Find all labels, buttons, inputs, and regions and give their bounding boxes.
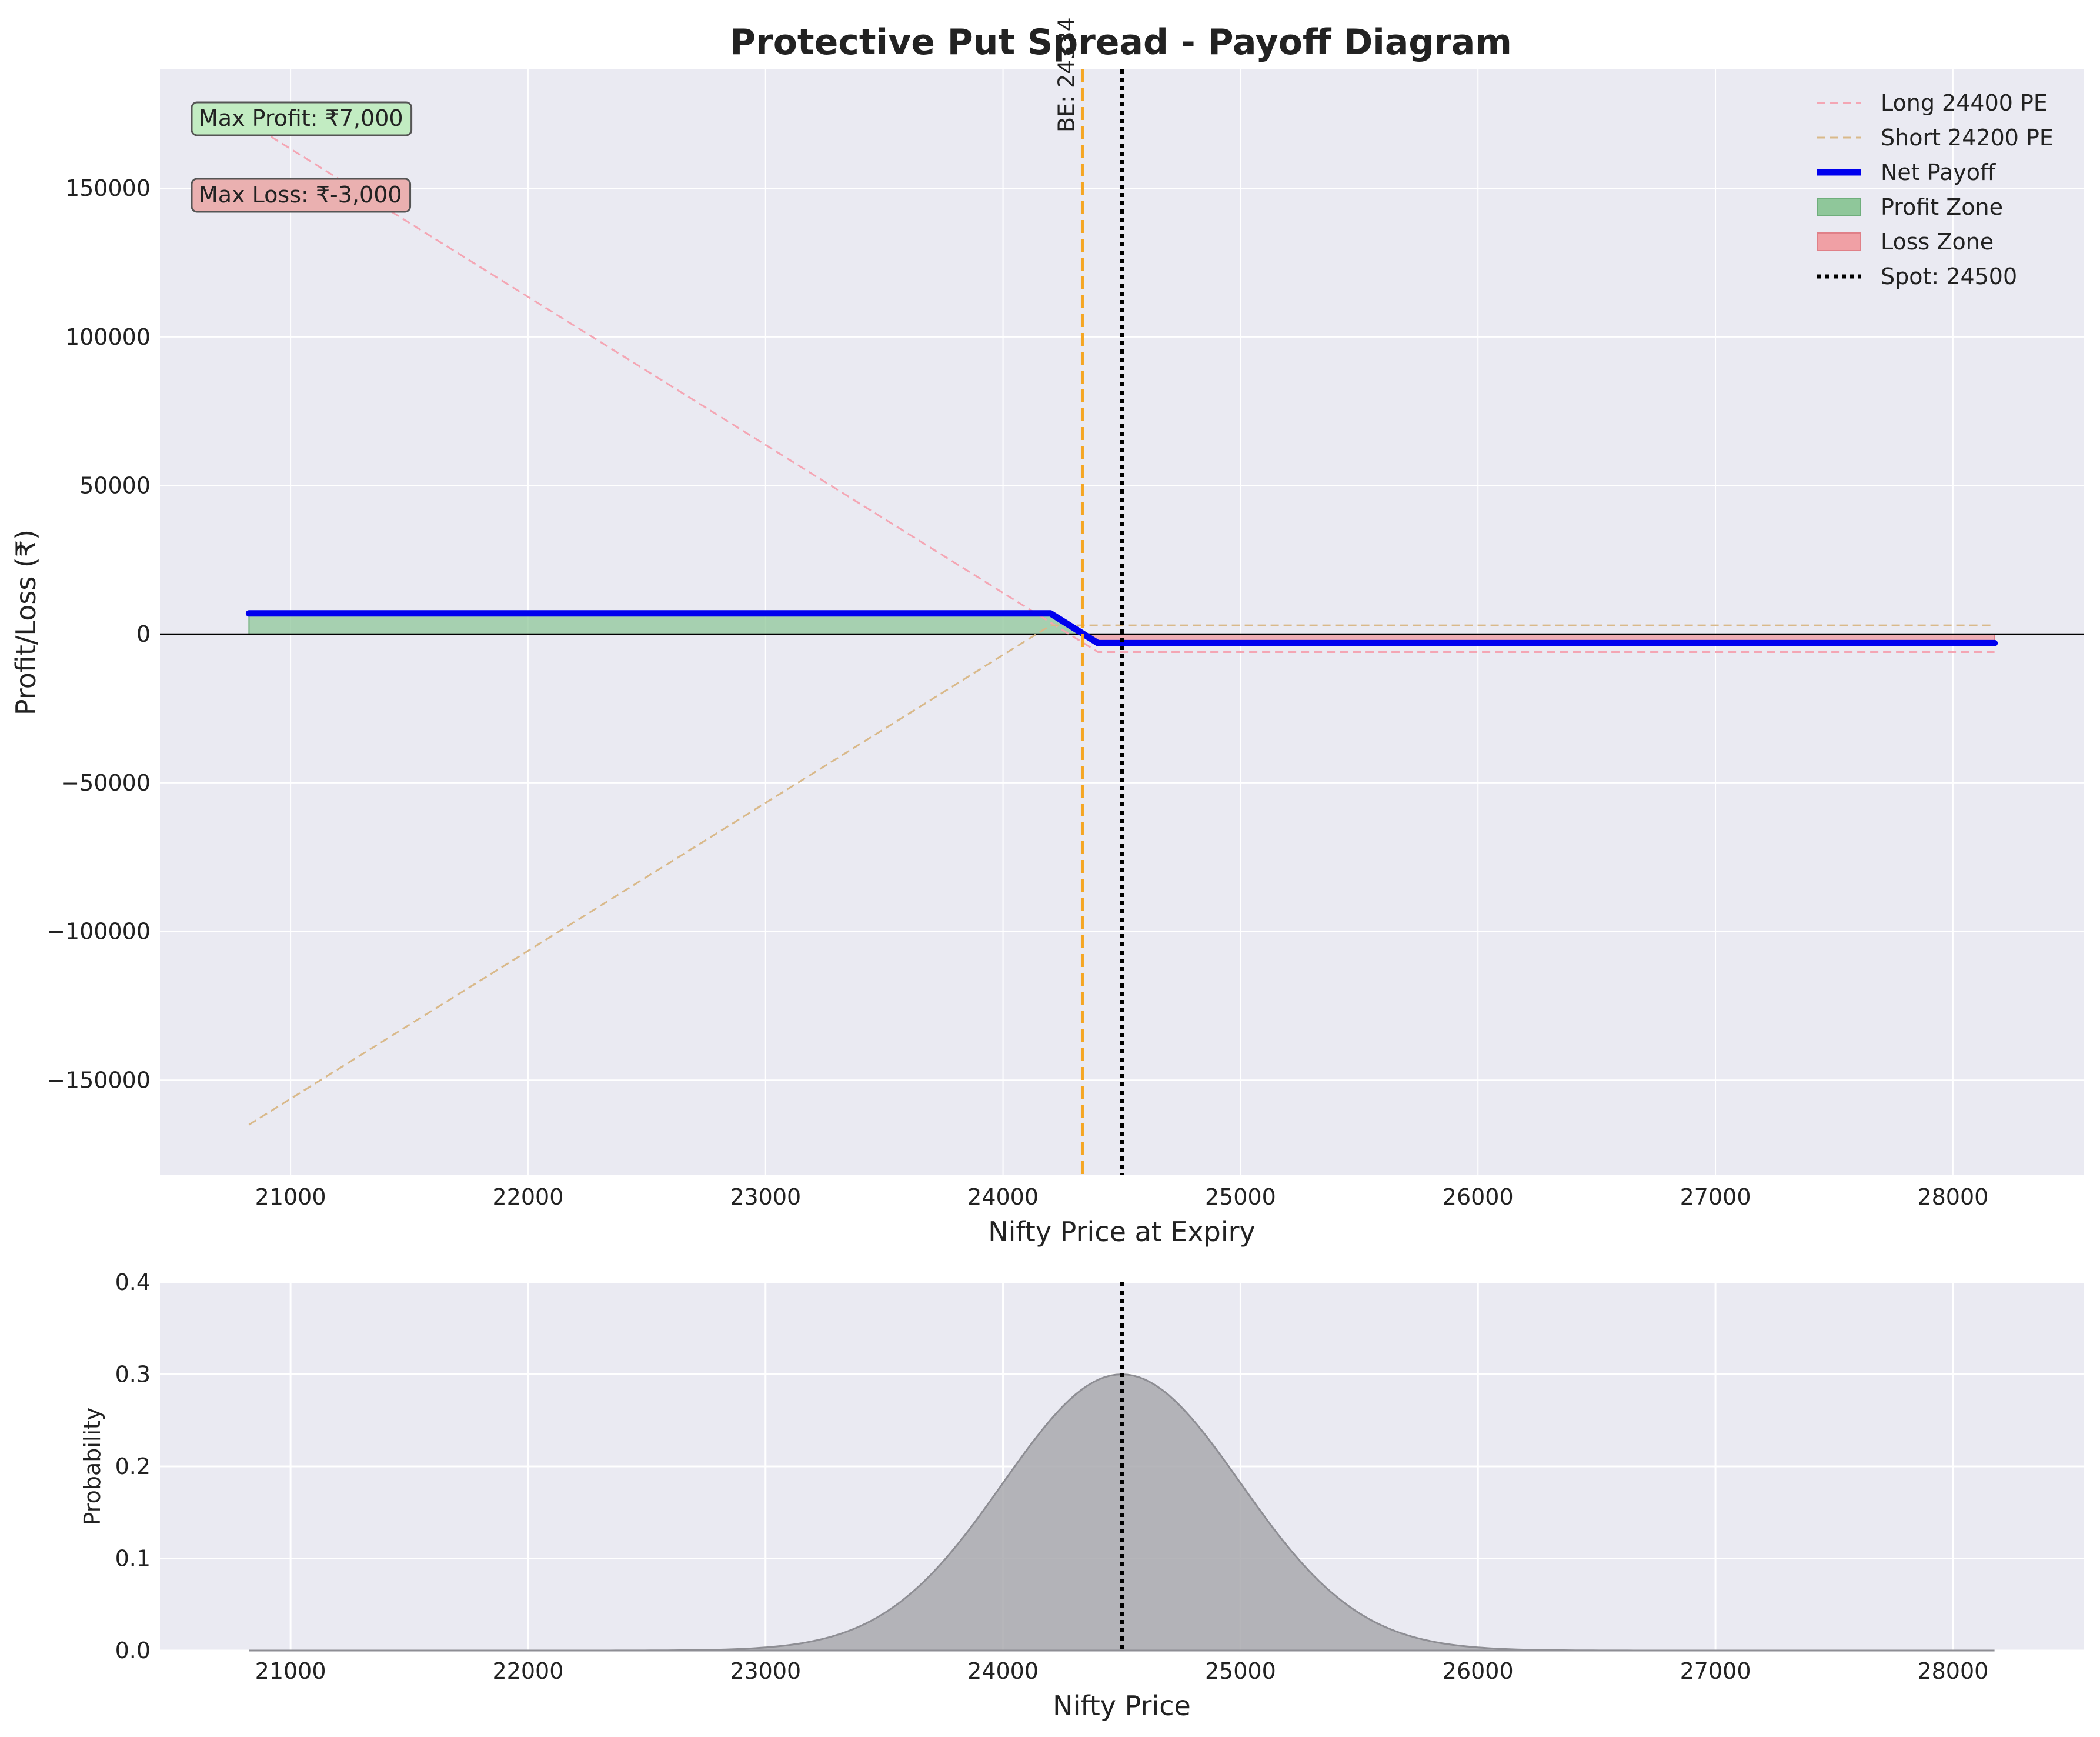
payoff-lines [160,69,2084,1175]
max-loss-text: Max Loss: ₹-3,000 [199,182,402,208]
y-tick-label: −150000 [46,1067,151,1093]
legend-label: Profit Zone [1881,194,2003,220]
x-tick-label: 21000 [255,1658,326,1684]
y-tick-label: 0.0 [115,1638,151,1663]
x-tick-label: 27000 [1680,1658,1751,1684]
y-tick-label: −50000 [61,770,151,796]
legend-label: Long 24400 PE [1881,90,2048,116]
max-profit-text: Max Profit: ₹7,000 [199,105,403,131]
y-tick-label: 100000 [65,324,151,350]
y-tick-label: 0.2 [115,1453,151,1479]
legend-label: Spot: 24500 [1881,264,2017,289]
x-tick-label: 28000 [1917,1658,1988,1684]
distribution-y-axis-label: Probability [79,1408,105,1526]
short-put-line [248,624,1995,1126]
x-tick-label: 23000 [730,1184,801,1210]
payoff-y-axis-label: Profit/Loss (₹) [10,529,42,715]
y-tick-label: 0.3 [115,1362,151,1388]
x-tick-label: 23000 [730,1658,801,1684]
x-tick-label: 28000 [1917,1184,1988,1210]
payoff-x-axis-label: Nifty Price at Expiry [988,1216,1256,1248]
x-tick-label: 25000 [1205,1658,1276,1684]
x-tick-label: 21000 [255,1184,326,1210]
x-tick-label: 26000 [1443,1658,1514,1684]
legend-label: Loss Zone [1881,229,1994,255]
chart-title: Protective Put Spread - Payoff Diagram [730,22,1512,63]
distribution-x-axis-label: Nifty Price [1053,1690,1191,1722]
max-profit-box [191,101,413,136]
y-tick-label: 0 [136,621,151,647]
legend-swatch [1817,232,1861,251]
breakeven-label: BE: 24334 [1053,17,1079,132]
max-loss-annotation: Max Loss: ₹-3,000 [191,178,412,213]
payoff-axes: 21000 22000 23000 24000 25000 26000 27000 28000… [10,17,2084,1248]
distribution-marks [249,1282,1995,1652]
x-tick-label: 26000 [1443,1184,1514,1210]
y-tick-label: 150000 [65,175,151,201]
x-tick-label: 22000 [492,1184,563,1210]
long-put-line [248,122,1995,653]
legend: Long 24400 PE Short 24200 PE Net Payoff Pro… [1817,90,2054,289]
distribution-axes: 21000 22000 23000 24000 25000 26000 27000 28000… [79,1269,2084,1722]
probability-distribution [249,1373,1995,1652]
distribution-tick-labels: 21000 22000 23000 24000 25000 26000 27000 28000… [115,1269,1989,1684]
x-tick-label: 25000 [1205,1184,1276,1210]
legend-label: Short 24200 PE [1881,125,2054,151]
x-tick-label: 22000 [492,1658,563,1684]
net-payoff-line [245,610,1998,646]
y-tick-label: −100000 [46,919,151,945]
y-tick-label: 50000 [79,473,151,499]
x-tick-label: 27000 [1680,1184,1751,1210]
max-profit-annotation: Max Profit: ₹7,000 [191,101,413,136]
payoff-tick-labels: 21000 22000 23000 24000 25000 26000 27000 28000… [46,175,1988,1210]
y-tick-label: 0.1 [115,1546,151,1572]
x-tick-label: 24000 [967,1184,1039,1210]
max-loss-box [191,178,412,213]
x-tick-label: 24000 [967,1658,1039,1684]
legend-label: Net Payoff [1881,159,1996,185]
legend-swatch [1817,198,1861,216]
y-tick-label: 0.4 [115,1269,151,1295]
